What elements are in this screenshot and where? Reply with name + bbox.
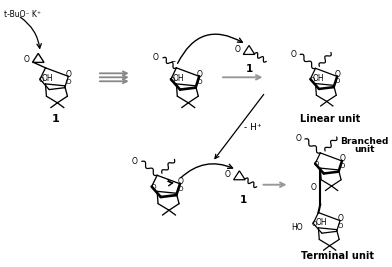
Text: Terminal unit: Terminal unit <box>301 251 374 261</box>
Text: OH: OH <box>173 74 185 83</box>
Text: OH: OH <box>316 218 327 227</box>
Text: Branched: Branched <box>340 138 389 147</box>
Text: O: O <box>65 79 71 85</box>
Text: O: O <box>39 77 45 83</box>
Text: O: O <box>66 70 72 79</box>
Text: O: O <box>152 53 158 62</box>
Text: O: O <box>339 163 345 169</box>
Text: O: O <box>132 157 138 166</box>
Text: OH: OH <box>42 74 54 83</box>
Text: O: O <box>338 214 343 223</box>
Text: OH: OH <box>312 74 324 83</box>
Text: O: O <box>225 170 231 179</box>
Text: O: O <box>177 186 183 192</box>
Text: O: O <box>290 50 296 59</box>
Text: O: O <box>295 135 301 143</box>
Text: ⁻: ⁻ <box>170 59 175 69</box>
Text: unit: unit <box>354 146 375 154</box>
Text: O: O <box>314 161 319 167</box>
Text: O: O <box>335 70 341 79</box>
Text: O: O <box>339 154 345 163</box>
Text: t-BuO⁻ K⁺: t-BuO⁻ K⁺ <box>4 10 41 19</box>
Text: O: O <box>170 77 176 83</box>
Text: O: O <box>335 78 340 84</box>
Text: 1: 1 <box>52 114 60 124</box>
Text: O: O <box>151 184 156 190</box>
Text: HO: HO <box>291 223 303 232</box>
Text: - H⁺: - H⁺ <box>244 123 262 132</box>
Text: O: O <box>312 221 318 227</box>
Text: O: O <box>310 183 316 192</box>
Text: O: O <box>197 70 203 79</box>
Text: 1: 1 <box>240 195 247 205</box>
Text: Linear unit: Linear unit <box>300 114 360 124</box>
Text: O: O <box>196 79 202 85</box>
Text: O: O <box>178 177 183 186</box>
Text: O: O <box>309 77 314 83</box>
Text: O: O <box>24 55 29 64</box>
Text: O: O <box>234 45 240 54</box>
Text: O: O <box>338 223 343 229</box>
Text: 1: 1 <box>245 64 252 74</box>
